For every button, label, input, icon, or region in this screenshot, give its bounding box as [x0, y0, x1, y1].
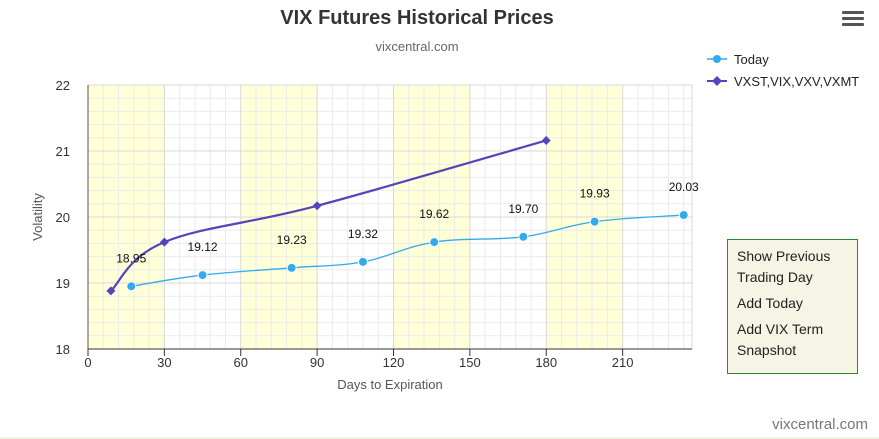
- x-tick-label: 120: [383, 355, 405, 370]
- today-data-label: 20.03: [669, 180, 699, 194]
- y-tick-label: 19: [56, 276, 70, 291]
- today-legend-marker-icon: [707, 55, 727, 63]
- show-previous-trading-day-button[interactable]: Show Previous Trading Day: [737, 248, 831, 285]
- term-legend-marker-icon: [707, 76, 727, 86]
- x-tick-label: 30: [157, 355, 171, 370]
- credit-link[interactable]: vixcentral.com: [772, 416, 868, 433]
- today-data-label: 19.23: [277, 233, 307, 247]
- today-data-label: 19.32: [348, 227, 378, 241]
- y-axis-title: Volatility: [30, 193, 45, 241]
- y-tick-label: 18: [56, 342, 70, 357]
- x-tick-label: 150: [459, 355, 481, 370]
- term-point: [541, 135, 551, 145]
- term-point: [312, 201, 322, 211]
- today-point: [357, 256, 368, 267]
- y-tick-label: 20: [56, 210, 70, 225]
- legend-item-term[interactable]: VXST,VIX,VXV,VXMT: [706, 70, 859, 92]
- x-tick-label: 90: [310, 355, 324, 370]
- today-data-label: 19.12: [188, 240, 218, 254]
- legend-label-today: Today: [734, 51, 769, 67]
- today-point: [429, 237, 440, 248]
- legend-label-term: VXST,VIX,VXV,VXMT: [734, 73, 860, 89]
- term-series-line: [110, 139, 547, 292]
- term-point: [159, 237, 169, 247]
- today-point: [518, 231, 529, 242]
- today-point: [197, 270, 208, 281]
- today-data-label: 19.70: [508, 202, 538, 216]
- chart-options-panel: Show Previous Trading Day Add Today Add …: [727, 239, 858, 374]
- y-tick-label: 22: [56, 78, 70, 93]
- legend-item-today[interactable]: Today: [706, 48, 859, 70]
- chart-title: VIX Futures Historical Prices: [280, 7, 553, 29]
- y-tick-label: 21: [56, 144, 70, 159]
- add-today-button[interactable]: Add Today: [737, 295, 803, 311]
- term-point: [106, 286, 116, 296]
- legend: Today VXST,VIX,VXV,VXMT: [706, 48, 859, 92]
- x-tick-label: 0: [84, 355, 91, 370]
- bottom-divider: [0, 437, 879, 439]
- x-axis-title: Days to Expiration: [337, 377, 443, 392]
- x-tick-label: 60: [234, 355, 248, 370]
- today-point: [589, 216, 600, 227]
- today-point: [678, 210, 689, 221]
- today-point: [126, 281, 137, 292]
- chart-subtitle: vixcentral.com: [375, 39, 458, 54]
- hamburger-menu-icon[interactable]: [842, 8, 864, 30]
- today-data-label: 19.93: [580, 187, 610, 201]
- today-data-label: 19.62: [419, 207, 449, 221]
- today-point: [286, 262, 297, 273]
- x-tick-label: 210: [612, 355, 634, 370]
- add-vix-term-snapshot-button[interactable]: Add VIX Term Snapshot: [737, 321, 824, 358]
- today-data-label: 18.95: [116, 251, 146, 265]
- x-tick-label: 180: [535, 355, 557, 370]
